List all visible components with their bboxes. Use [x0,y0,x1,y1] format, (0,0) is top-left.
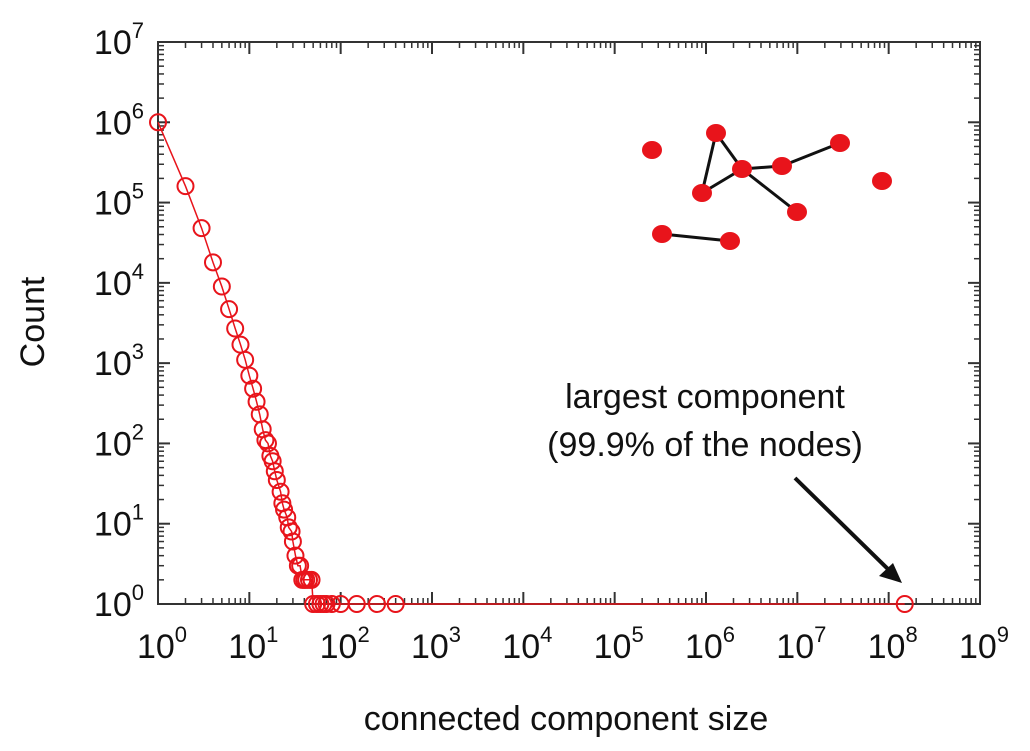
data-point [386,595,405,613]
inset-edge [661,232,731,243]
x-tick-label: 102 [320,622,370,666]
data-point [256,431,275,450]
y-tick-label: 100 [94,580,144,624]
data-point [244,379,263,398]
data-point [226,319,245,338]
inset-node [642,141,662,159]
data-point [322,595,341,613]
data-point [176,177,195,196]
x-tick-label: 100 [137,622,187,666]
data-point [286,546,305,565]
inset-node [720,232,740,250]
inset-node [830,134,850,152]
inset-node [706,124,726,142]
x-tick-label: 101 [228,622,278,666]
data-point [895,595,914,613]
data-point [317,595,336,613]
data-point [267,471,286,490]
y-axis-title: Count [14,276,52,367]
inset-node [872,172,892,190]
x-tick-label: 103 [411,622,461,666]
inset-node [772,157,792,175]
y-tick-label: 101 [94,500,144,544]
data-point [282,522,301,541]
inset-edge [700,132,718,194]
data-point [203,253,222,272]
annotation-line-2: (99.9% of the nodes) [547,426,863,464]
y-axis: 100 101 102 103 104 105 106 107 [94,18,980,624]
series-path [157,122,905,605]
x-tick-label: 108 [868,622,918,666]
series-points [149,113,914,613]
data-point [368,595,387,613]
x-axis-title: connected component size [364,700,768,738]
y-tick-label: 106 [94,98,144,142]
data-point [258,434,277,453]
y-tick-label: 107 [94,18,144,62]
data-point [271,482,290,501]
data-point [247,392,266,411]
data-point [265,462,284,481]
data-point [212,277,231,296]
x-tick-label: 106 [685,622,735,666]
annotation-arrowhead [879,563,902,583]
data-point [192,219,211,238]
data-point [347,595,366,613]
inset-node [787,203,807,221]
data-point [275,500,294,519]
inset-edge [781,141,841,168]
inset-node [692,184,712,202]
y-tick-label: 103 [94,339,144,383]
x-tick-label: 105 [594,622,644,666]
inset-network-graph [642,124,892,250]
y-tick-label: 104 [94,259,144,303]
y-tick-label: 105 [94,179,144,223]
inset-edge [741,167,798,214]
annotation-arrow [793,476,894,575]
y-tick-label: 102 [94,419,144,463]
series-line [157,122,905,605]
inset-node [652,225,672,243]
largest-component-annotation: largest component (99.9% of the nodes) [547,378,902,583]
x-tick-label: 109 [959,622,1009,666]
plot-border [157,41,981,605]
data-point [283,532,302,551]
data-point [263,452,282,471]
data-point [149,113,167,132]
x-axis: 100 101 102 103 104 105 106 107 108 109 [137,42,1009,666]
plot-frame [157,41,981,605]
data-point [240,366,259,385]
inset-node [732,160,752,178]
data-point [220,300,239,319]
data-point [302,570,321,589]
x-tick-label: 107 [776,622,826,666]
annotation-line-1: largest component [565,378,845,416]
x-tick-label: 104 [502,622,552,666]
